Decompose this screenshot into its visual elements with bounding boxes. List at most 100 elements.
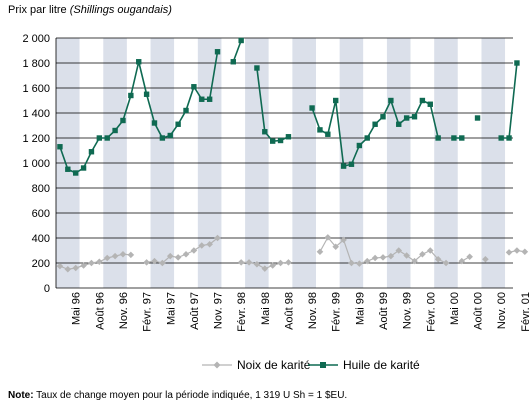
y-tick-label: 1 000 (22, 158, 50, 170)
data-point (379, 254, 387, 261)
data-point (387, 252, 395, 260)
y-tick-label: 1 200 (22, 133, 50, 145)
x-tick-label: Févr. 01 (520, 292, 532, 332)
y-tick-label: 0 (44, 283, 50, 295)
data-point (277, 259, 284, 267)
data-point (317, 127, 323, 133)
x-tick-label: Nov. 99 (402, 292, 414, 329)
data-point (498, 135, 504, 141)
data-point (364, 135, 370, 141)
data-point (136, 59, 142, 65)
data-point (238, 37, 244, 44)
data-point (206, 96, 213, 102)
data-point (72, 264, 79, 272)
data-point (309, 105, 315, 111)
data-point (372, 121, 378, 127)
data-point (65, 166, 71, 172)
data-point (143, 259, 150, 266)
x-tick-label: Mai 00 (449, 292, 461, 325)
series-shea-butter (57, 37, 520, 176)
data-point (64, 265, 72, 273)
data-point (261, 265, 269, 272)
y-axis-title-text: Prix par litre (8, 4, 67, 16)
footnote-label: Note: (8, 390, 34, 401)
data-point (174, 254, 182, 261)
data-point (285, 259, 292, 266)
data-point (411, 257, 418, 265)
data-point (159, 135, 166, 141)
data-point (80, 262, 87, 269)
data-point (396, 121, 402, 127)
data-point (332, 243, 340, 251)
y-tick-labels: 0 200 400 600 800 1 000 1 200 1 400 1 600 1 800 2 … (22, 33, 50, 295)
data-point (72, 170, 79, 176)
data-point (459, 135, 465, 141)
data-point (57, 144, 63, 150)
data-point (254, 65, 260, 71)
data-point (167, 132, 173, 139)
data-point (427, 101, 433, 107)
legend-marker (320, 362, 326, 368)
data-point (419, 97, 426, 104)
series-line (146, 237, 218, 264)
data-point (333, 97, 339, 104)
x-tick-labels: Mai 96 Août 96 Nov. 96 Févr. 97 Mai 97 Août 9… (71, 292, 532, 332)
legend: Noix de karité Huile de karité (202, 358, 420, 372)
data-point (380, 114, 386, 120)
legend-label: Noix de karité (237, 358, 311, 372)
data-point (88, 259, 95, 267)
data-point (285, 134, 292, 140)
y-tick-label: 1 600 (22, 83, 50, 95)
data-point (388, 97, 394, 104)
data-point (103, 254, 111, 262)
footnote-text: Taux de change moyen pour la période ind… (33, 390, 348, 401)
data-point (513, 247, 521, 254)
data-point (325, 131, 331, 137)
data-point (340, 236, 347, 244)
data-point (356, 260, 363, 267)
data-point (96, 135, 103, 141)
data-point (151, 120, 158, 126)
legend-item-shea-nut: Noix de karité (202, 358, 311, 372)
data-point (166, 252, 174, 260)
data-point (237, 259, 245, 266)
y-tick-label: 400 (32, 233, 50, 245)
data-point (348, 259, 355, 267)
data-point (371, 254, 379, 262)
data-point (199, 96, 205, 102)
x-tick-label: Août 97 (189, 292, 201, 330)
data-point (245, 259, 253, 266)
data-point (104, 135, 110, 141)
x-tick-label: Mai 97 (165, 292, 177, 325)
y-tick-label: 2 000 (22, 33, 50, 45)
data-point (214, 49, 221, 55)
data-point (253, 260, 261, 268)
data-point (442, 259, 450, 267)
series-line (59, 253, 131, 270)
data-point (198, 242, 206, 249)
data-point (466, 253, 473, 261)
data-point (435, 135, 441, 141)
gridlines (55, 37, 513, 289)
data-point (128, 92, 134, 99)
data-point (191, 84, 197, 90)
x-tick-label: Févr. 99 (331, 292, 343, 332)
data-point (505, 249, 513, 256)
x-tick-label: Août 99 (378, 292, 390, 330)
x-tick-label: Févr. 00 (425, 292, 437, 332)
data-point (80, 165, 87, 171)
data-point (363, 257, 371, 265)
data-point (482, 255, 489, 263)
x-tick-label: Nov. 96 (118, 292, 130, 329)
data-point (277, 137, 284, 144)
data-point (324, 234, 332, 241)
data-point (340, 163, 347, 169)
legend-marker (213, 361, 221, 369)
x-tick-label: Août 96 (94, 292, 106, 330)
data-point (451, 135, 457, 141)
data-point (183, 107, 189, 114)
data-point (403, 252, 410, 259)
y-tick-label: 1 400 (22, 108, 50, 120)
y-tick-label: 1 800 (22, 58, 50, 70)
data-point (419, 250, 426, 258)
